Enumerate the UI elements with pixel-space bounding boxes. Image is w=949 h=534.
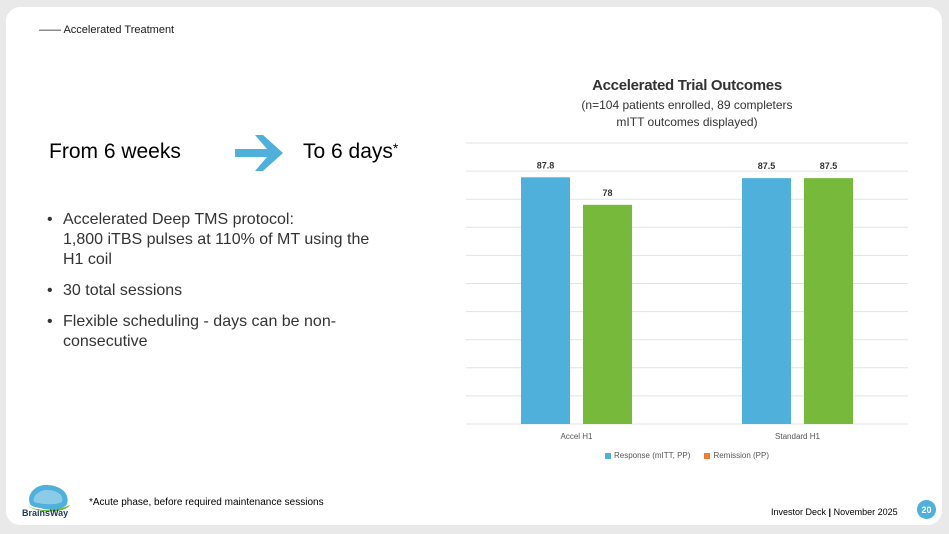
brainsway-logo-icon bbox=[28, 484, 70, 512]
footer-separator: | bbox=[828, 507, 832, 517]
footer-deck: Investor Deck bbox=[771, 507, 827, 517]
section-label: —— Accelerated Treatment bbox=[39, 24, 175, 36]
legend-swatch-remission bbox=[704, 452, 711, 459]
legend-swatch-response bbox=[604, 452, 611, 459]
bullet-line: H1 coil bbox=[63, 251, 112, 268]
headline-to-text: To 6 days bbox=[303, 140, 393, 163]
legend-item-remission: Remission (PP) bbox=[704, 451, 769, 460]
chart-subtitle: (n=104 patients enrolled, 89 completers … bbox=[466, 97, 908, 131]
bullet-line: 30 total sessions bbox=[63, 282, 183, 299]
bar-response bbox=[742, 178, 791, 424]
chart-legend: Response (mITT, PP) Remission (PP) bbox=[466, 451, 908, 460]
chart-title: Accelerated Trial Outcomes bbox=[592, 77, 782, 94]
data-label: 87.8 bbox=[537, 160, 555, 170]
bullet-line: Flexible scheduling - days can be non- bbox=[63, 313, 337, 330]
bullet-item: Accelerated Deep TMS protocol: 1,800 iTB… bbox=[47, 210, 387, 270]
legend-item-response: Response (mITT, PP) bbox=[604, 451, 691, 460]
logo-text: BrainsWay bbox=[22, 508, 69, 518]
data-label: 87.5 bbox=[820, 161, 838, 171]
headline-to-marker: * bbox=[392, 140, 399, 156]
footnote: *Acute phase, before required maintenanc… bbox=[89, 497, 324, 508]
bullet-line: Accelerated Deep TMS protocol: bbox=[63, 211, 294, 228]
legend-label-response: Response (mITT, PP) bbox=[613, 451, 691, 460]
bar-response bbox=[521, 177, 570, 424]
legend-label-remission: Remission (PP) bbox=[713, 451, 770, 460]
chart-subtitle-line: (n=104 patients enrolled, 89 completers bbox=[581, 98, 793, 112]
footer-text: Investor Deck | November 2025 bbox=[771, 507, 898, 517]
page-number-badge: 20 bbox=[917, 500, 936, 519]
data-label: 78 bbox=[602, 188, 612, 198]
headline-from: From 6 weeks bbox=[49, 140, 181, 163]
headline-to: To 6 days* bbox=[303, 140, 398, 164]
bullet-item: Flexible scheduling - days can be non- c… bbox=[47, 312, 387, 352]
bullet-list: Accelerated Deep TMS protocol: 1,800 iTB… bbox=[47, 210, 387, 363]
bullet-line: consecutive bbox=[63, 333, 148, 350]
data-label: 87.5 bbox=[758, 161, 776, 171]
bar-remission bbox=[583, 204, 632, 424]
right-arrow-icon bbox=[235, 135, 283, 171]
bullet-item: 30 total sessions bbox=[47, 281, 387, 301]
bullet-line: 1,800 iTBS pulses at 110% of MT using th… bbox=[63, 231, 370, 248]
x-tick-label: Standard H1 bbox=[775, 432, 820, 441]
bar-remission bbox=[804, 178, 853, 424]
x-tick-label: Accel H1 bbox=[560, 432, 593, 441]
footer-date: November 2025 bbox=[833, 507, 898, 517]
chart-subtitle-line: mITT outcomes displayed) bbox=[616, 115, 758, 129]
